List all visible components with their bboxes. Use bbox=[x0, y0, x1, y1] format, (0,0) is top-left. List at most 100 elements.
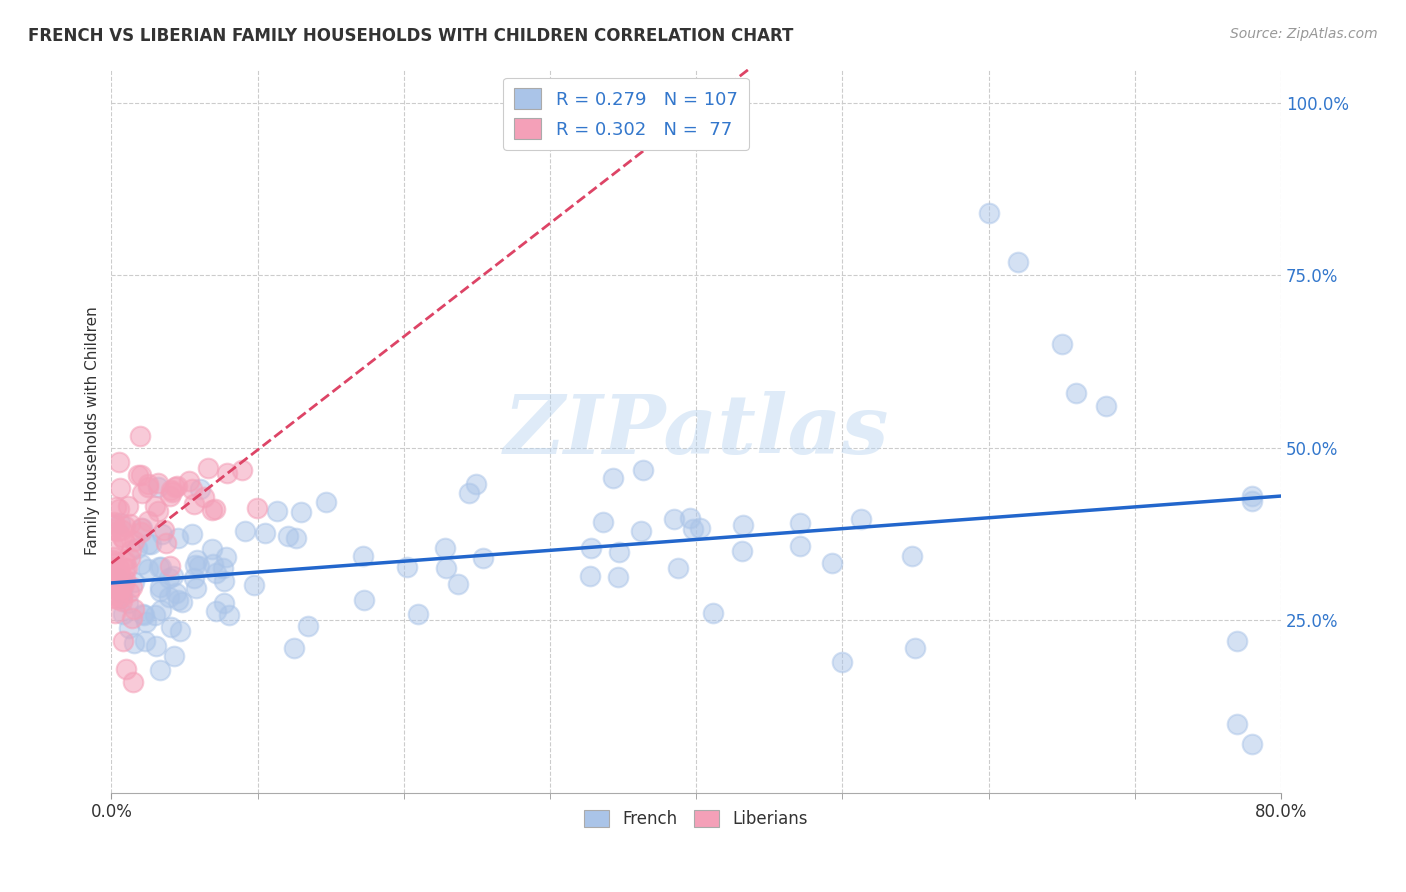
Point bbox=[104, 571, 127, 585]
Point bbox=[205, 566, 228, 580]
Point bbox=[108, 516, 131, 530]
Text: Source: ZipAtlas.com: Source: ZipAtlas.com bbox=[1230, 27, 1378, 41]
Point bbox=[105, 500, 128, 515]
Point bbox=[157, 590, 180, 604]
Point bbox=[472, 550, 495, 565]
Point bbox=[246, 500, 269, 515]
Point bbox=[125, 541, 148, 555]
Point bbox=[200, 503, 222, 517]
Point bbox=[901, 549, 924, 563]
Point bbox=[117, 584, 139, 599]
Point bbox=[115, 561, 138, 575]
Point bbox=[821, 556, 844, 570]
Point bbox=[118, 550, 141, 565]
Point bbox=[277, 529, 299, 543]
Point bbox=[150, 527, 173, 541]
Point bbox=[129, 524, 152, 539]
Point bbox=[592, 516, 614, 530]
Point bbox=[101, 553, 124, 567]
Point bbox=[186, 553, 208, 567]
Point bbox=[148, 503, 170, 517]
Point bbox=[118, 621, 141, 635]
Point bbox=[607, 570, 630, 584]
Point bbox=[290, 505, 312, 519]
Point bbox=[212, 561, 235, 575]
Point bbox=[117, 499, 139, 513]
Point bbox=[111, 524, 134, 538]
Point bbox=[602, 471, 624, 485]
Point bbox=[631, 463, 654, 477]
Point bbox=[150, 602, 173, 616]
Point bbox=[163, 649, 186, 664]
Point bbox=[166, 479, 188, 493]
Point bbox=[215, 550, 238, 565]
Point bbox=[702, 606, 724, 620]
Point bbox=[1240, 738, 1263, 752]
Point bbox=[105, 524, 128, 538]
Point bbox=[101, 555, 124, 569]
Point bbox=[122, 534, 145, 549]
Point bbox=[110, 530, 132, 544]
Point bbox=[159, 558, 181, 573]
Point bbox=[134, 608, 156, 623]
Point bbox=[201, 557, 224, 571]
Point bbox=[101, 517, 124, 532]
Point bbox=[731, 517, 754, 532]
Point bbox=[103, 560, 125, 574]
Point bbox=[205, 604, 228, 618]
Point bbox=[127, 467, 149, 482]
Point bbox=[1007, 254, 1029, 268]
Point bbox=[101, 538, 124, 552]
Point bbox=[1226, 634, 1249, 648]
Point bbox=[253, 525, 276, 540]
Point bbox=[904, 640, 927, 655]
Point bbox=[433, 541, 456, 555]
Point bbox=[233, 524, 256, 538]
Point bbox=[136, 514, 159, 528]
Point bbox=[131, 521, 153, 535]
Point bbox=[169, 624, 191, 639]
Point bbox=[105, 571, 128, 585]
Point bbox=[112, 634, 135, 648]
Point bbox=[136, 476, 159, 491]
Point bbox=[155, 535, 177, 549]
Point bbox=[1094, 400, 1116, 414]
Point bbox=[115, 661, 138, 675]
Point bbox=[406, 607, 429, 621]
Point bbox=[434, 561, 457, 575]
Text: ZIPatlas: ZIPatlas bbox=[503, 391, 889, 471]
Y-axis label: Family Households with Children: Family Households with Children bbox=[86, 306, 100, 555]
Point bbox=[789, 539, 811, 553]
Point bbox=[132, 607, 155, 622]
Point bbox=[180, 482, 202, 496]
Point bbox=[167, 531, 190, 545]
Point bbox=[183, 498, 205, 512]
Point bbox=[148, 475, 170, 490]
Point bbox=[607, 545, 630, 559]
Point bbox=[170, 595, 193, 609]
Point bbox=[101, 580, 124, 594]
Point bbox=[114, 561, 136, 575]
Point bbox=[111, 586, 134, 600]
Point bbox=[111, 607, 134, 622]
Point bbox=[122, 675, 145, 690]
Point bbox=[731, 544, 754, 558]
Legend: French, Liberians: French, Liberians bbox=[578, 804, 815, 835]
Point bbox=[160, 620, 183, 634]
Point bbox=[112, 533, 135, 547]
Point bbox=[297, 619, 319, 633]
Point bbox=[689, 520, 711, 534]
Point bbox=[149, 663, 172, 677]
Point bbox=[162, 569, 184, 583]
Point bbox=[283, 641, 305, 656]
Point bbox=[104, 606, 127, 620]
Point bbox=[110, 567, 132, 582]
Point bbox=[148, 479, 170, 493]
Point bbox=[1064, 385, 1087, 400]
Point bbox=[352, 549, 374, 564]
Point bbox=[157, 571, 180, 585]
Point bbox=[122, 601, 145, 615]
Point bbox=[581, 541, 603, 555]
Point bbox=[148, 560, 170, 574]
Point bbox=[215, 466, 238, 480]
